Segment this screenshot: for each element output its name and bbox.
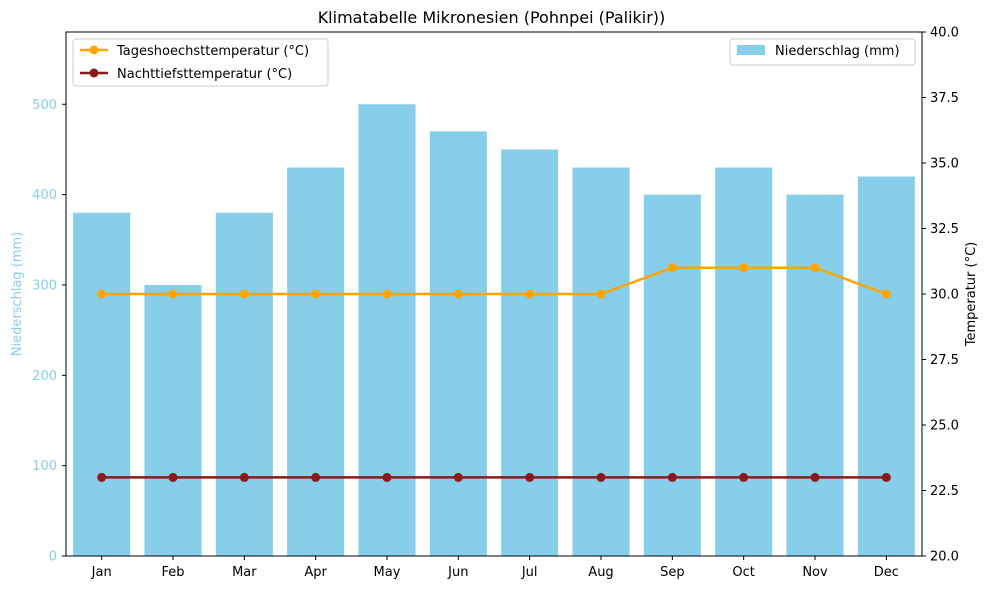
y-left-tick-label-300: 300 [32,278,57,293]
series-0-point-feb [168,289,178,299]
y-axis-right-title: Temperatur (°C) [964,242,979,348]
x-tick-label-apr: Apr [304,565,327,580]
y-axis-left: 0 100 200 300 400 500 [32,98,66,565]
y-right-tick-label-20.0: 20.0 [930,550,959,565]
bar-aug [572,167,630,556]
x-tick-label-may: May [374,565,401,580]
series-0-point-nov [810,263,820,273]
series-0-point-aug [596,289,606,299]
y-right-tick-label-30.0: 30.0 [930,288,959,303]
series-0-point-dec [881,289,891,299]
x-tick-label-feb: Feb [161,565,184,580]
series-1-point-may [382,472,392,482]
legend-point-marker-high [89,45,99,55]
y-left-tick-label-100: 100 [32,459,57,474]
x-tick-label-jan: Jan [91,565,112,580]
series-1-point-jan [97,472,107,482]
bars-layer [73,104,915,557]
x-tick-label-mar: Mar [232,565,257,580]
legend-label-high: Tageshoechsttemperatur (°C) [116,44,309,59]
bar-jul [501,149,559,556]
bar-oct [715,167,773,556]
legend-point-marker-low [89,68,99,78]
bar-mar [215,212,273,557]
series-1-point-nov [810,472,820,482]
series-line-0 [101,266,887,296]
bar-sep [643,194,701,556]
lines-layer [97,263,891,482]
x-tick-label-oct: Oct [732,565,754,580]
x-tick-label-aug: Aug [588,565,613,580]
bar-feb [144,284,202,556]
y-right-tick-label-37.5: 37.5 [930,91,959,106]
x-tick-label-jun: Jun [447,565,468,580]
series-1-point-feb [168,472,178,482]
bar-dec [857,176,915,556]
series-0-point-jun [453,289,463,299]
bar-nov [786,194,844,556]
series-1-point-apr [311,472,321,482]
series-1-point-oct [739,472,749,482]
legend-bar-swatch [737,45,765,55]
bar-jan [73,212,131,557]
series-1-point-jul [525,472,535,482]
y-left-tick-label-500: 500 [32,98,57,113]
y-right-tick-label-32.5: 32.5 [930,222,959,237]
series-0-point-may [382,289,392,299]
series-1-point-aug [596,472,606,482]
legend-lines-box [72,38,329,87]
legend-bars: Niederschlag (mm) [729,38,916,66]
y-right-tick-label-40.0: 40.0 [930,26,959,41]
x-tick-label-jul: Jul [521,565,538,580]
y-right-tick-label-25.0: 25.0 [930,419,959,434]
y-right-tick-label-35.0: 35.0 [930,157,959,172]
y-right-tick-label-27.5: 27.5 [930,353,959,368]
bar-may [358,104,416,556]
series-1-point-mar [239,472,249,482]
x-tick-label-dec: Dec [874,565,899,580]
y-left-tick-label-200: 200 [32,369,57,384]
x-tick-label-sep: Sep [660,565,685,580]
series-0-point-apr [311,289,321,299]
legend-bars-box [729,38,916,66]
legend-lines: Tageshoechsttemperatur (°C) Nachttiefstt… [72,38,329,87]
y-right-tick-label-22.5: 22.5 [930,484,959,499]
y-axis-right: 20.0 22.5 25.0 27.5 30.0 32.5 35.0 37.5 40.0 [922,26,959,565]
series-0-point-sep [667,263,677,273]
x-axis: Jan Feb Mar Apr May Jun Jul Aug Sep Oct Nov Dec [91,556,899,580]
series-1-point-jun [453,472,463,482]
bar-apr [287,167,345,556]
y-left-tick-label-0: 0 [49,550,57,565]
x-tick-label-nov: Nov [802,565,828,580]
legend-label-precip: Niederschlag (mm) [775,44,900,59]
series-1-point-sep [667,472,677,482]
series-0-point-mar [239,289,249,299]
series-0-point-jul [525,289,535,299]
y-axis-left-title: Niederschlag (mm) [10,232,25,357]
series-0-point-jan [97,289,107,299]
series-1-point-dec [881,472,891,482]
series-0-point-oct [739,263,749,273]
chart-title: Klimatabelle Mikronesien (Pohnpei (Palik… [318,8,666,27]
bar-jun [429,131,487,556]
y-left-tick-label-400: 400 [32,188,57,203]
legend-label-low: Nachttiefsttemperatur (°C) [117,67,292,82]
